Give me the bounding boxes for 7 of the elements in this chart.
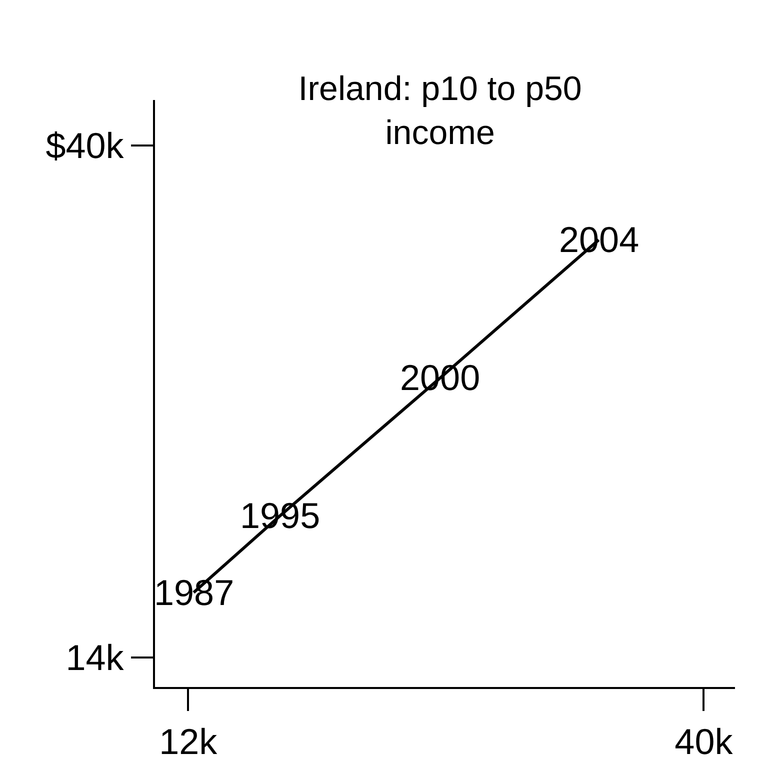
y-tick-label: 14k: [66, 637, 125, 678]
annotation: 2004: [559, 219, 640, 260]
annotation: 1987: [154, 572, 234, 613]
y-tick-label: $40k: [46, 124, 125, 166]
chart-title: Ireland: p10 to p50 income: [298, 70, 582, 152]
x-tick-label: 40k: [674, 721, 734, 762]
x-tick-label: 12k: [159, 721, 218, 762]
